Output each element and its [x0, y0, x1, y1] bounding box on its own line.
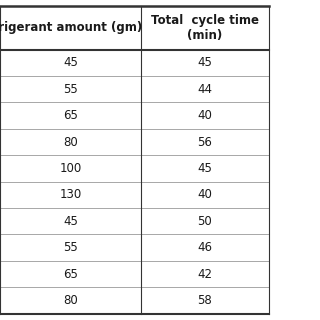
Text: 55: 55 — [63, 241, 78, 254]
Text: 45: 45 — [63, 215, 78, 228]
Text: 40: 40 — [197, 109, 212, 122]
Text: frigerant amount (gm): frigerant amount (gm) — [0, 21, 142, 35]
Text: Total  cycle time
(min): Total cycle time (min) — [151, 14, 259, 42]
Text: 46: 46 — [197, 241, 212, 254]
Text: 40: 40 — [197, 188, 212, 201]
Text: 45: 45 — [197, 56, 212, 69]
Text: 56: 56 — [197, 135, 212, 148]
Text: 58: 58 — [197, 294, 212, 307]
Text: 42: 42 — [197, 268, 212, 281]
Text: 50: 50 — [197, 215, 212, 228]
Text: 55: 55 — [63, 83, 78, 96]
Text: 44: 44 — [197, 83, 212, 96]
Text: 80: 80 — [63, 294, 78, 307]
Text: 45: 45 — [197, 162, 212, 175]
Text: 45: 45 — [63, 56, 78, 69]
Text: 65: 65 — [63, 109, 78, 122]
Text: 80: 80 — [63, 135, 78, 148]
Text: 100: 100 — [59, 162, 82, 175]
Text: 130: 130 — [59, 188, 82, 201]
Text: 65: 65 — [63, 268, 78, 281]
